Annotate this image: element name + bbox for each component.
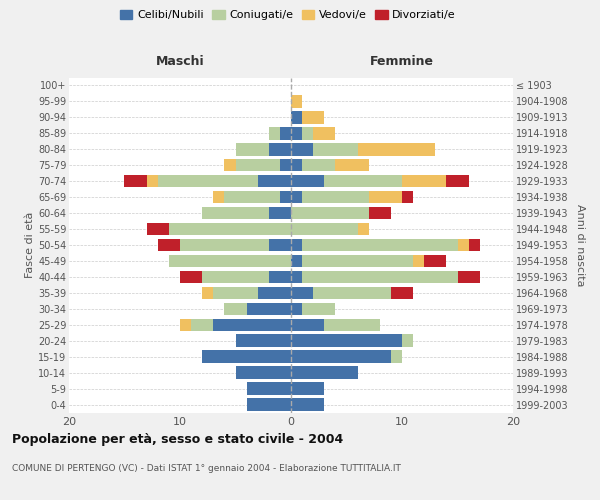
Bar — [335, 159, 368, 172]
Bar — [224, 302, 247, 315]
Bar — [169, 254, 291, 267]
Bar — [313, 143, 358, 156]
Bar — [291, 175, 325, 188]
Bar — [469, 239, 480, 251]
Bar — [291, 382, 325, 395]
Bar — [146, 223, 169, 235]
Bar — [458, 239, 469, 251]
Bar — [235, 366, 291, 379]
Bar — [291, 398, 325, 410]
Bar — [291, 239, 302, 251]
Bar — [269, 239, 291, 251]
Bar — [180, 239, 269, 251]
Text: Femmine: Femmine — [370, 55, 434, 68]
Bar — [369, 191, 402, 203]
Bar — [302, 302, 335, 315]
Bar — [258, 286, 291, 299]
Bar — [180, 318, 191, 331]
Bar — [446, 175, 469, 188]
Bar — [169, 223, 291, 235]
Bar — [235, 143, 269, 156]
Bar — [146, 175, 158, 188]
Bar — [291, 159, 302, 172]
Bar — [291, 254, 302, 267]
Y-axis label: Fasce di età: Fasce di età — [25, 212, 35, 278]
Bar — [214, 286, 258, 299]
Bar — [391, 286, 413, 299]
Bar — [291, 366, 358, 379]
Bar — [247, 382, 291, 395]
Bar — [302, 239, 458, 251]
Bar — [302, 111, 325, 124]
Bar — [291, 270, 302, 283]
Bar — [224, 191, 280, 203]
Bar — [269, 207, 291, 220]
Bar — [291, 334, 402, 347]
Bar — [313, 286, 391, 299]
Bar — [291, 207, 369, 220]
Bar — [191, 318, 214, 331]
Bar — [125, 175, 146, 188]
Legend: Celibi/Nubili, Coniugati/e, Vedovi/e, Divorziati/e: Celibi/Nubili, Coniugati/e, Vedovi/e, Di… — [116, 6, 460, 25]
Y-axis label: Anni di nascita: Anni di nascita — [575, 204, 585, 286]
Bar — [358, 223, 369, 235]
Bar — [258, 175, 291, 188]
Bar — [313, 127, 335, 140]
Text: COMUNE DI PERTENGO (VC) - Dati ISTAT 1° gennaio 2004 - Elaborazione TUTTITALIA.I: COMUNE DI PERTENGO (VC) - Dati ISTAT 1° … — [12, 464, 401, 473]
Bar — [224, 159, 235, 172]
Bar — [280, 191, 291, 203]
Bar — [269, 270, 291, 283]
Bar — [280, 159, 291, 172]
Bar — [302, 270, 458, 283]
Text: Maschi: Maschi — [155, 55, 205, 68]
Bar — [291, 127, 302, 140]
Bar — [291, 191, 302, 203]
Bar — [291, 350, 391, 363]
Bar — [269, 143, 291, 156]
Bar — [269, 127, 280, 140]
Bar — [202, 350, 291, 363]
Bar — [291, 318, 325, 331]
Bar — [325, 175, 402, 188]
Bar — [180, 270, 202, 283]
Bar — [369, 207, 391, 220]
Bar — [247, 302, 291, 315]
Text: Popolazione per età, sesso e stato civile - 2004: Popolazione per età, sesso e stato civil… — [12, 432, 343, 446]
Bar — [424, 254, 446, 267]
Bar — [235, 159, 280, 172]
Bar — [214, 191, 224, 203]
Bar — [291, 95, 302, 108]
Bar — [458, 270, 480, 283]
Bar — [291, 111, 302, 124]
Bar — [391, 350, 402, 363]
Bar — [280, 127, 291, 140]
Bar — [202, 270, 269, 283]
Bar — [158, 239, 180, 251]
Bar — [302, 191, 369, 203]
Bar — [325, 318, 380, 331]
Bar — [302, 127, 313, 140]
Bar — [214, 318, 291, 331]
Bar — [247, 398, 291, 410]
Bar — [302, 254, 413, 267]
Bar — [358, 143, 436, 156]
Bar — [302, 159, 335, 172]
Bar — [291, 143, 313, 156]
Bar — [291, 223, 358, 235]
Bar — [413, 254, 424, 267]
Bar — [402, 175, 446, 188]
Bar — [202, 286, 214, 299]
Bar — [402, 334, 413, 347]
Bar — [402, 191, 413, 203]
Bar — [158, 175, 258, 188]
Bar — [291, 286, 313, 299]
Bar — [202, 207, 269, 220]
Bar — [291, 302, 302, 315]
Bar — [235, 334, 291, 347]
